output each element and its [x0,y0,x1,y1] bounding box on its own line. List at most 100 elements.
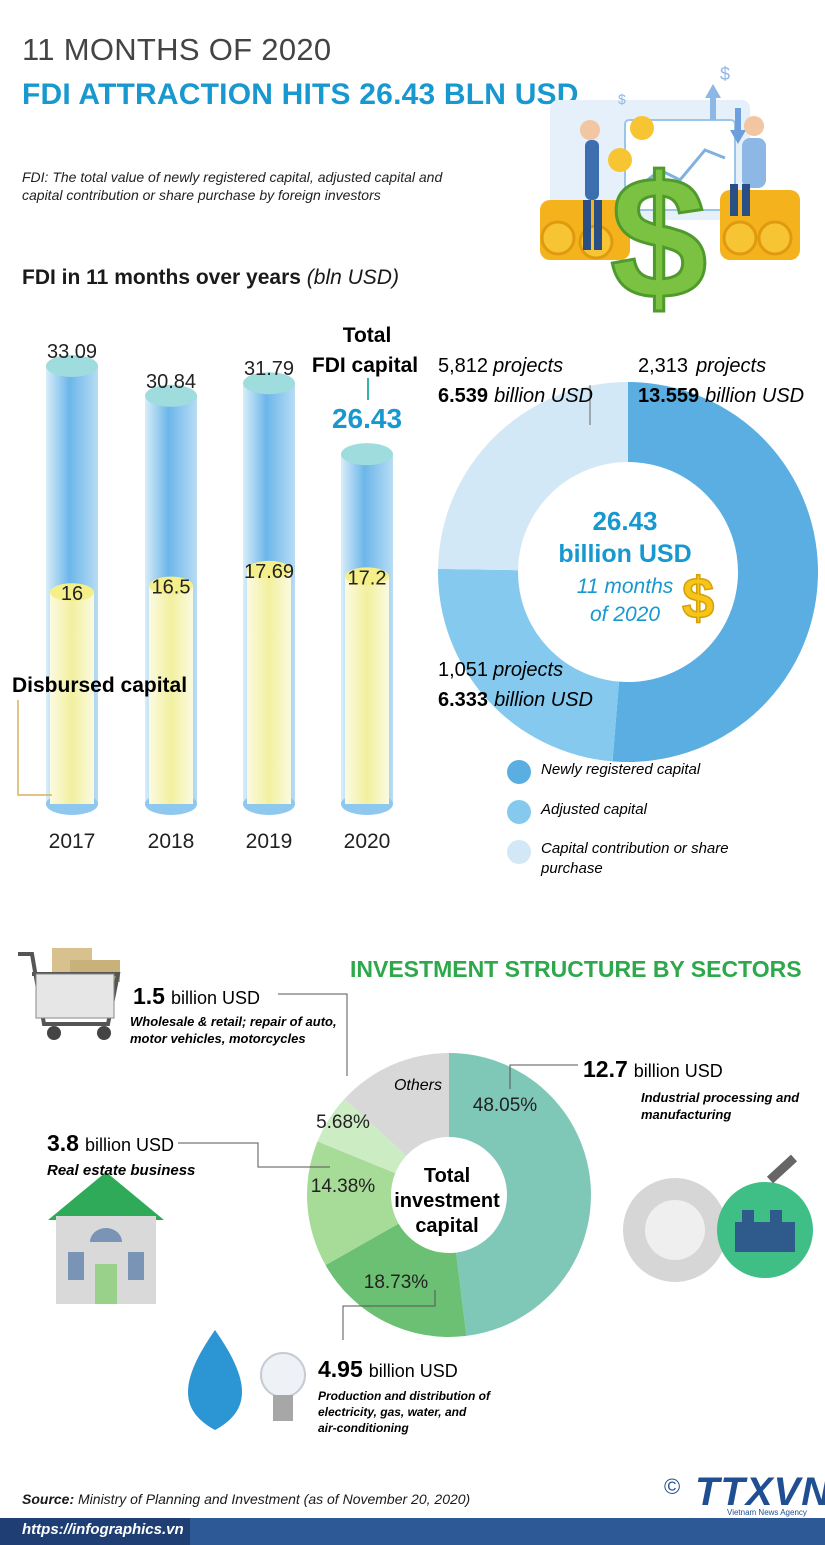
pct-electricity: 18.73% [364,1272,429,1293]
callout-new-value: 13.559 billion USD [638,385,804,407]
source-text: Ministry of Planning and Investment (as … [78,1491,471,1507]
legend-label-adjusted: Adjusted capital [540,801,648,818]
source-line: Source: Ministry of Planning and Investm… [22,1491,470,1507]
label-disbursed-2019: 17.69 [244,561,294,583]
donut-center-period1: 11 months [577,575,674,598]
label-total-2018: 30.84 [146,371,196,393]
callout-adjusted-projects: 1,051 projects [438,659,563,681]
sector-wholesale-value: 1.5 billion USD [133,983,260,1009]
legend-swatch-new [507,760,531,784]
svg-text:$: $ [610,141,707,325]
donut-center-value: 26.43 [592,506,657,536]
donut-center-period2: of 2020 [590,603,660,626]
investment-illustration: $ $ $ [540,64,800,325]
connector-industrial [509,1064,578,1089]
bar-disbursed-cap-2019 [247,560,291,579]
slice-others [344,1053,449,1156]
source-label: Source: [22,1491,75,1507]
legend-label-share-1: Capital contribution or share [541,840,729,857]
label-disbursed-2017: 16 [61,583,83,605]
sector-wholesale-desc1: Wholesale & retail; repair of auto, [130,1014,337,1029]
pct-real-estate: 14.38% [311,1176,376,1197]
legend-swatch-share [507,840,531,864]
total-fdi-label-line1: Total [343,324,392,347]
label-disbursed-2018: 16.5 [152,577,191,599]
bar-disbursed-cap-2017 [50,583,94,602]
year-tick-2020: 2020 [344,830,391,853]
disbursed-capital-label: Disbursed capital [12,674,187,697]
callout-share-projects: 5,812 projects [438,355,563,377]
sector-center-line1: Total [424,1165,470,1187]
sector-electricity-desc1: Production and distribution of [318,1389,491,1403]
sectors-title: INVESTMENT STRUCTURE BY SECTORS [350,956,802,982]
slice-real-estate [307,1141,399,1266]
legend-swatch-adjusted [507,800,531,824]
bar-disbursed-2017 [50,592,94,804]
pct-wholesale: 5.68% [316,1112,370,1133]
fdi-years-chart: 33.09 16 2017 30.84 16.5 2018 31.79 17.69 2019 26… [12,324,418,853]
bar-total-cap-2020 [341,443,393,466]
sectors-section: INVESTMENT STRUCTURE BY SECTORS 48.05% 18… [18,948,813,1435]
label-total-2019: 31.79 [244,358,294,380]
callout-new-projects: 2,313 projects [638,355,766,377]
callout-share-value: 6.539 billion USD [438,385,593,407]
connector-realestate [178,1142,330,1168]
sector-others-label: Others [394,1077,442,1094]
slice-adjusted [438,568,620,762]
slice-newly-registered [612,382,818,762]
capital-donut-chart: 26.43 billion USD 11 months of 2020 $ 2,… [438,355,818,877]
legend-label-share-2: purchase [540,860,603,877]
fdi-years-title-bold: FDI in 11 months over years [22,266,301,289]
sector-realestate-desc1: Real estate business [47,1162,195,1179]
fdi-years-section-title: FDI in 11 months over years (bln USD) [22,266,399,290]
sector-industrial-desc2: manufacturing [641,1107,731,1122]
fdi-years-title-unit: (bln USD) [306,266,399,289]
bar-disbursed-cap-2020 [345,567,389,586]
page-title: FDI ATTRACTION HITS 26.43 BLN USD [22,78,579,111]
donut-center-unit: billion USD [558,540,691,568]
industry-gear-icon [623,1154,813,1282]
svg-text:$: $ [618,91,626,107]
label-disbursed-2020: 17.2 [348,567,387,589]
ttxvn-logo-sub: Vietnam News Agency [727,1508,807,1517]
footer-url-tab [0,1518,190,1545]
water-drop-icon [187,1330,243,1430]
sector-wholesale-desc2: motor vehicles, motorcycles [130,1031,306,1046]
bar-disbursed-2018 [149,585,193,804]
connector-electricity [342,1290,436,1340]
light-bulb-icon [260,1352,306,1421]
year-tick-2018: 2018 [148,830,195,853]
bar-disbursed-2020 [345,576,389,804]
dollar-sign-icon: $ [682,566,714,631]
footer-url-link[interactable]: https://infographics.vn [22,1521,184,1538]
house-icon [48,1172,164,1304]
copyright-icon: © [664,1474,681,1499]
sector-center-line2: investment [394,1190,500,1212]
ttxvn-logo: TTXVN [695,1470,825,1514]
slice-wholesale [317,1098,407,1174]
bar-disbursed-cap-2018 [149,576,193,595]
pct-industrial: 48.05% [473,1095,538,1116]
slice-electricity [325,1223,467,1337]
bar-disbursed-2019 [247,569,291,804]
fdi-definition: FDI: The total value of newly registered… [22,169,443,203]
sector-industrial-value: 12.7 billion USD [583,1056,723,1082]
bar-total-cap-2018 [145,384,197,407]
sector-center-line3: capital [415,1215,478,1237]
svg-text:$: $ [720,64,730,84]
slice-industrial [449,1053,592,1336]
connector-wholesale [278,993,348,1076]
label-total-2017: 33.09 [47,341,97,363]
disbursed-connector [17,700,52,796]
callout-adjusted-value: 6.333 billion USD [438,689,593,711]
label-total-2020: 26.43 [332,403,402,434]
year-tick-2017: 2017 [49,830,96,853]
slice-share-purchase [438,382,628,571]
shopping-cart-icon [18,948,121,1040]
sector-electricity-desc2: electricity, gas, water, and [318,1405,467,1419]
legend-label-new: Newly registered capital [541,761,701,778]
bar-total-cap-2019 [243,372,295,395]
total-fdi-label-line2: FDI capital [312,354,418,377]
page-subtitle: 11 MONTHS OF 2020 [22,32,332,67]
bar-total-cap-2017 [46,355,98,377]
